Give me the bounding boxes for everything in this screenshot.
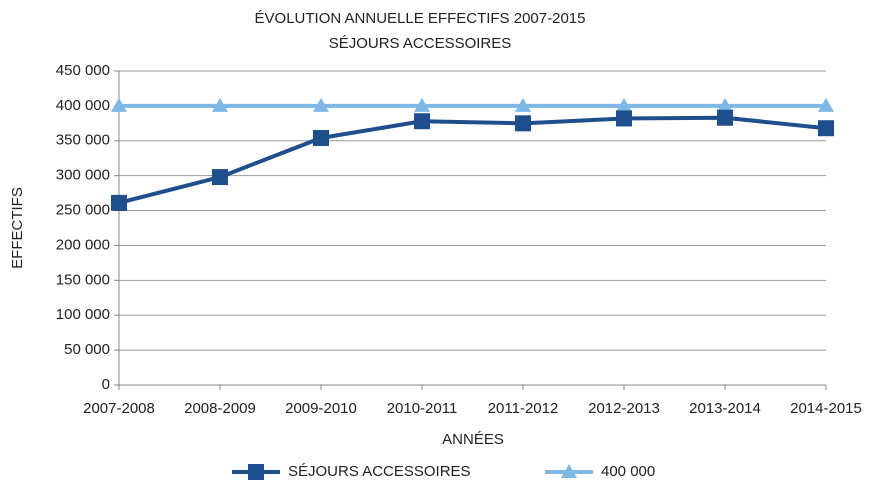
legend-label: 400 000 bbox=[601, 463, 655, 480]
data-point bbox=[111, 97, 127, 112]
data-point bbox=[212, 169, 228, 186]
y-tick-label: 350 000 bbox=[56, 132, 110, 149]
data-point bbox=[616, 97, 632, 112]
data-point bbox=[717, 109, 733, 126]
y-tick-label: 250 000 bbox=[56, 202, 110, 219]
x-tick-label: 2012-2013 bbox=[588, 400, 660, 417]
y-tick-label: 100 000 bbox=[56, 306, 110, 323]
x-tick-label: 2008-2009 bbox=[184, 400, 256, 417]
x-axis-label: ANNÉES bbox=[442, 431, 504, 448]
legend-marker bbox=[248, 464, 264, 480]
x-tick-label: 2013-2014 bbox=[689, 400, 761, 417]
data-point bbox=[313, 129, 329, 146]
data-point bbox=[818, 120, 834, 137]
data-point bbox=[414, 113, 430, 130]
y-tick-label: 400 000 bbox=[56, 97, 110, 114]
data-point bbox=[313, 97, 329, 112]
data-point bbox=[717, 97, 733, 112]
y-tick-label: 200 000 bbox=[56, 236, 110, 253]
y-tick-label: 150 000 bbox=[56, 271, 110, 288]
x-tick-label: 2011-2012 bbox=[488, 400, 559, 417]
y-tick-label: 0 bbox=[102, 376, 110, 393]
legend-label: SÉJOURS ACCESSOIRES bbox=[288, 463, 471, 480]
series-line bbox=[118, 115, 827, 205]
data-point bbox=[111, 194, 127, 211]
data-point bbox=[616, 110, 632, 127]
y-tick-label: 300 000 bbox=[56, 167, 110, 184]
x-tick-label: 2010-2011 bbox=[387, 400, 458, 417]
data-point bbox=[818, 97, 834, 112]
legend-marker bbox=[561, 464, 577, 478]
chart-subtitle: SÉJOURS ACCESSOIRES bbox=[329, 35, 512, 52]
y-tick-label: 450 000 bbox=[56, 62, 110, 79]
x-tick-label: 2014-2015 bbox=[790, 400, 862, 417]
y-tick-label: 50 000 bbox=[64, 341, 110, 358]
x-tick-label: 2007-2008 bbox=[83, 400, 155, 417]
data-point bbox=[515, 115, 531, 132]
y-axis-label: EFFECTIFS bbox=[9, 187, 26, 269]
data-point bbox=[212, 97, 228, 112]
data-point bbox=[515, 97, 531, 112]
data-point bbox=[414, 97, 430, 112]
x-tick-label: 2009-2010 bbox=[285, 400, 357, 417]
chart-title: ÉVOLUTION ANNUELLE EFFECTIFS 2007-2015 bbox=[255, 10, 586, 27]
